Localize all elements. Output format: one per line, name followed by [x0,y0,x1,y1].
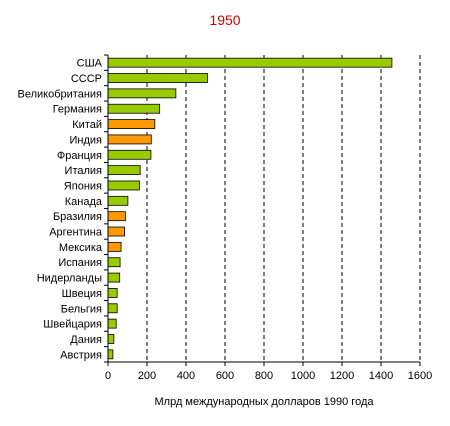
bar-7 [107,149,152,160]
bar-8 [107,165,141,176]
category-label: Китай [72,119,102,131]
bar-2 [107,73,208,83]
chart-title: 1950 [209,12,241,28]
category-label: США [77,58,103,70]
bar-12 [107,226,125,237]
bar-10 [107,195,129,206]
category-label: Германия [53,104,102,116]
category-label: Канада [65,196,103,208]
x-tick-label: 0 [105,370,111,382]
bar-20 [107,349,114,360]
x-tick-label: 1400 [369,370,393,382]
bar-17 [107,303,118,314]
category-label: Великобритания [18,88,103,100]
category-label: Бразилия [53,211,102,223]
category-label: Нидерланды [37,273,102,285]
bar-15 [107,272,121,283]
bar-5 [107,119,156,129]
bar-4 [107,103,161,114]
bar-13 [107,241,122,252]
bar-9 [107,180,140,191]
x-tick-label: 200 [138,370,156,382]
bar-6 [107,134,152,145]
bar-3 [107,88,177,99]
x-axis-label: Млрд международных долларов 1990 года [154,396,374,408]
x-tick-label: 400 [177,370,195,382]
x-tick-label: 1200 [330,370,354,382]
bar-11 [107,211,126,222]
category-label: Мексика [59,242,103,254]
category-label: Франция [57,150,102,162]
bar-19 [107,334,115,344]
category-label: Швеция [62,288,102,300]
category-label: Австрия [60,349,102,361]
bar-16 [107,288,118,298]
category-label: Аргентина [49,227,103,239]
x-tick-label: 600 [216,370,234,382]
x-tick-label: 1000 [291,370,315,382]
category-label: Индия [69,134,102,146]
category-label: СССР [71,73,102,85]
x-tick-label: 1600 [408,370,432,382]
x-tick-label: 800 [255,370,273,382]
category-label: Испания [58,257,102,269]
category-label: Италия [65,165,103,177]
category-label: Бельгия [61,303,102,315]
category-label: Дания [70,334,102,346]
category-label: Швейцария [43,319,102,331]
bar-14 [107,257,121,268]
category-label: Япония [64,180,102,192]
bar-1 [107,57,393,68]
bar-18 [107,318,117,329]
